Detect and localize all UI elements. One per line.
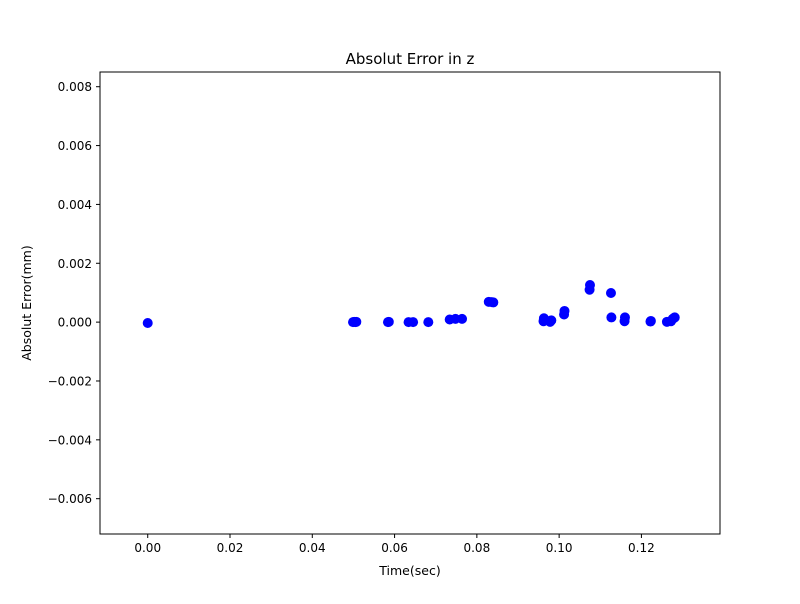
y-tick-label: 0.002 xyxy=(58,257,92,271)
data-point xyxy=(142,318,153,329)
data-point xyxy=(606,312,617,323)
y-tick-label: 0.004 xyxy=(58,198,92,212)
data-point xyxy=(669,312,680,323)
y-tick-label: −0.006 xyxy=(48,492,92,506)
data-point xyxy=(488,297,499,308)
x-tick-label: 0.08 xyxy=(463,541,490,555)
data-point xyxy=(351,316,362,327)
x-tick-label: 0.10 xyxy=(546,541,573,555)
data-point xyxy=(383,316,394,327)
x-tick-label: 0.00 xyxy=(134,541,161,555)
data-point xyxy=(408,317,419,328)
data-point xyxy=(619,312,630,323)
x-tick-label: 0.02 xyxy=(217,541,244,555)
x-tick-label: 0.06 xyxy=(381,541,408,555)
y-axis-label: Absolut Error(mm) xyxy=(19,245,34,361)
data-point xyxy=(546,315,557,326)
y-tick-label: 0.008 xyxy=(58,80,92,94)
data-point xyxy=(423,317,434,328)
y-tick-label: 0.006 xyxy=(58,139,92,153)
plot-area-frame xyxy=(99,71,721,535)
x-axis-label: Time(sec) xyxy=(378,563,440,578)
data-point xyxy=(605,287,616,298)
x-tick-label: 0.12 xyxy=(628,541,655,555)
data-points xyxy=(142,280,680,329)
data-point xyxy=(584,280,595,291)
y-tick-label: −0.004 xyxy=(48,433,92,447)
chart-title: Absolut Error in z xyxy=(346,50,475,68)
y-tick-label: −0.002 xyxy=(48,374,92,388)
x-axis-ticks: 0.00 0.02 0.04 0.06 0.08 0.10 0.12 xyxy=(134,534,655,555)
y-axis-ticks: −0.006 −0.004 −0.002 0.000 0.002 0.004 0.006 0.… xyxy=(48,80,100,506)
x-tick-label: 0.04 xyxy=(299,541,326,555)
data-point xyxy=(457,313,468,324)
y-tick-label: 0.000 xyxy=(58,316,92,330)
data-point xyxy=(645,315,656,326)
data-point xyxy=(559,305,570,316)
